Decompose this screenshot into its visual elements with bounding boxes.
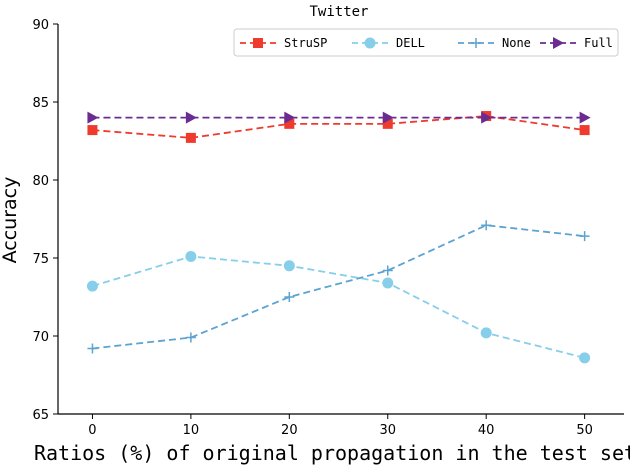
data-point-full (87, 111, 99, 124)
data-point-dell (283, 260, 295, 272)
y-tick-label: 65 (32, 408, 49, 423)
data-point-none (284, 292, 295, 302)
series-dell (86, 250, 591, 364)
data-point-dell (86, 280, 98, 292)
data-point-none (185, 332, 196, 343)
y-tick-label: 90 (32, 18, 49, 33)
y-tick-label: 85 (32, 96, 49, 111)
data-point-strusp (579, 125, 590, 136)
data-point-strusp (284, 118, 295, 129)
series-line-dell (92, 255, 585, 359)
x-tick-label: 40 (478, 423, 495, 438)
x-axis-label: Ratios (%) of original propagation in th… (34, 441, 630, 465)
legend-marker-full (553, 37, 564, 49)
series-line-none (92, 224, 585, 350)
series-line-strusp (92, 115, 585, 139)
legend: StruSP DELL None Full (233, 28, 619, 57)
x-tick-label: 50 (576, 423, 593, 438)
data-point-strusp (382, 118, 393, 129)
legend-label-strusp: StruSP (284, 36, 327, 50)
x-tick-label: 30 (379, 423, 396, 438)
legend-label-dell: DELL (396, 36, 425, 50)
x-tick-label: 0 (88, 423, 96, 438)
data-point-none (382, 265, 393, 276)
y-axis-label: Accuracy (0, 177, 21, 264)
data-point-full (382, 111, 394, 124)
series-none (87, 220, 590, 354)
chart-title: Twitter (309, 4, 368, 20)
series-full (87, 111, 591, 124)
data-point-dell (579, 352, 591, 364)
y-tick-label: 75 (32, 252, 49, 267)
y-tick-label: 70 (32, 330, 49, 345)
legend-item-strusp: StruSP (240, 36, 327, 50)
legend-item-full: Full (540, 36, 613, 50)
data-point-dell (480, 327, 492, 339)
legend-label-none: None (502, 36, 531, 50)
legend-marker-dell (364, 37, 376, 49)
data-point-full (481, 111, 493, 124)
data-point-full (579, 111, 591, 124)
x-tick-label: 10 (183, 423, 200, 438)
y-tick-label: 80 (32, 174, 49, 189)
axes: 0 10 20 30 40 50 65 70 75 80 85 90 (32, 18, 624, 438)
x-tick-label: 20 (281, 423, 298, 438)
data-point-strusp (185, 132, 196, 143)
data-point-full (185, 111, 197, 124)
legend-box (233, 28, 619, 57)
series-layer (86, 111, 591, 364)
legend-item-none: None (458, 36, 531, 50)
data-point-dell (382, 277, 394, 289)
data-point-none (579, 231, 590, 242)
data-point-none (481, 220, 492, 231)
series-strusp (87, 111, 590, 143)
legend-item-dell: DELL (352, 36, 425, 50)
data-point-full (284, 111, 296, 124)
legend-marker-strusp (253, 38, 263, 48)
legend-marker-none (471, 38, 481, 48)
data-point-dell (185, 250, 197, 262)
data-point-strusp (87, 125, 98, 136)
legend-label-full: Full (584, 36, 613, 50)
data-point-none (87, 343, 98, 354)
